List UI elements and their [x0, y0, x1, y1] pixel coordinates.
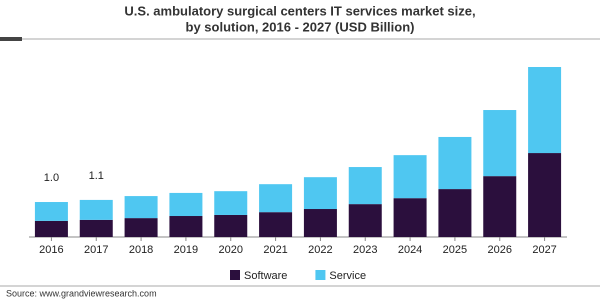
x-tick-label: 2016	[39, 244, 63, 256]
bar-segment	[259, 212, 293, 237]
x-tick-label: 2025	[443, 244, 467, 256]
source: Source: www.grandviewresearch.com	[6, 288, 157, 298]
bar-segment	[528, 153, 562, 237]
x-tick-label: 2021	[263, 244, 287, 256]
bar-segment	[34, 202, 68, 221]
total-label: 1.1	[89, 170, 104, 182]
bar-segment	[438, 136, 472, 190]
bar-segment	[393, 198, 427, 237]
bar-segment	[124, 218, 158, 237]
bar-segment	[214, 214, 248, 237]
bar-segment	[79, 219, 113, 237]
bar-segment	[483, 176, 517, 237]
bar-segment	[169, 192, 203, 217]
bar-segment	[528, 67, 562, 154]
bar-segment	[79, 199, 113, 220]
legend-swatch	[230, 270, 240, 280]
x-tick-label: 2018	[129, 244, 153, 256]
total-label: 1.0	[44, 172, 59, 184]
x-tick-label: 2026	[488, 244, 512, 256]
bar-segment	[348, 204, 382, 237]
chart-title: by solution, 2016 - 2027 (USD Billion)	[186, 19, 415, 34]
bar-segment	[259, 184, 293, 213]
x-tick-label: 2017	[84, 244, 108, 256]
legend-label: Service	[329, 270, 366, 282]
x-tick-label: 2023	[353, 244, 377, 256]
x-tick-label: 2022	[308, 244, 332, 256]
bar-segment	[438, 189, 472, 237]
legend-swatch	[315, 270, 326, 280]
bar-segment	[303, 177, 337, 210]
bar-segment	[348, 167, 382, 205]
bar-segment	[124, 196, 158, 219]
bar-segment	[169, 216, 203, 237]
bar-segment	[214, 191, 248, 215]
chart-title: U.S. ambulatory surgical centers IT serv…	[124, 3, 475, 18]
x-tick-label: 2027	[532, 244, 556, 256]
x-tick-label: 2020	[219, 244, 243, 256]
legend-label: Software	[244, 270, 287, 282]
x-tick-label: 2024	[398, 244, 422, 256]
bar-segment	[483, 110, 517, 177]
bar-segment	[34, 220, 68, 237]
header-accent	[0, 37, 22, 41]
bar-segment	[393, 155, 427, 199]
x-tick-label: 2019	[174, 244, 198, 256]
bar-segment	[303, 209, 337, 237]
